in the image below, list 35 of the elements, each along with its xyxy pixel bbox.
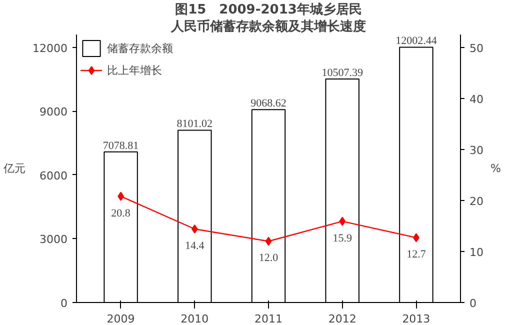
y-tick-label: 3000 [40, 233, 68, 246]
data-label: 12.0 [258, 252, 279, 264]
y-tick-label: 0 [60, 297, 68, 310]
y-tick-label: 12000 [32, 42, 68, 55]
x-tick-label: 2012 [328, 312, 356, 325]
y-tick-label: 9000 [40, 106, 68, 119]
y-tick-label: 6000 [40, 169, 68, 182]
y2-tick-label: 50 [470, 42, 484, 55]
point [339, 216, 346, 226]
chart-subtitle: 人民币储蓄存款余额及其增长速度 [170, 18, 366, 34]
y2-tick-label: 0 [470, 297, 476, 310]
legend-label: 比上年增长 [107, 62, 162, 78]
x-tick-label: 2010 [180, 312, 209, 325]
x-tick-label: 2013 [402, 312, 430, 325]
point [191, 224, 198, 234]
chart-title: 图15 2009-2013年城乡居民 [175, 2, 362, 18]
x-tick-label: 2011 [254, 312, 283, 325]
point [265, 236, 272, 246]
data-label: 20.8 [111, 207, 131, 220]
y2-tick-label: 10 [470, 246, 484, 259]
y2-tick-label: 40 [470, 92, 484, 106]
data-label: 9068.62 [250, 98, 286, 110]
x-tick-label: 2009 [106, 312, 135, 325]
data-label: 14.4 [185, 240, 205, 252]
data-label: 12.7 [406, 248, 426, 261]
data-label: 12002.44 [396, 35, 438, 48]
data-label: 7078.81 [102, 140, 139, 152]
data-label: 10507.39 [322, 67, 364, 80]
y2-tick-label: 30 [470, 144, 484, 157]
y-axis-title: 亿元 [2, 162, 26, 175]
data-label: 15.9 [332, 232, 352, 244]
data-label: 8101.02 [176, 118, 213, 130]
y2-tick-label: 20 [470, 194, 484, 208]
legend-label: 储蓄存款余额 [107, 40, 173, 56]
y2-axis-title: % [490, 162, 501, 175]
